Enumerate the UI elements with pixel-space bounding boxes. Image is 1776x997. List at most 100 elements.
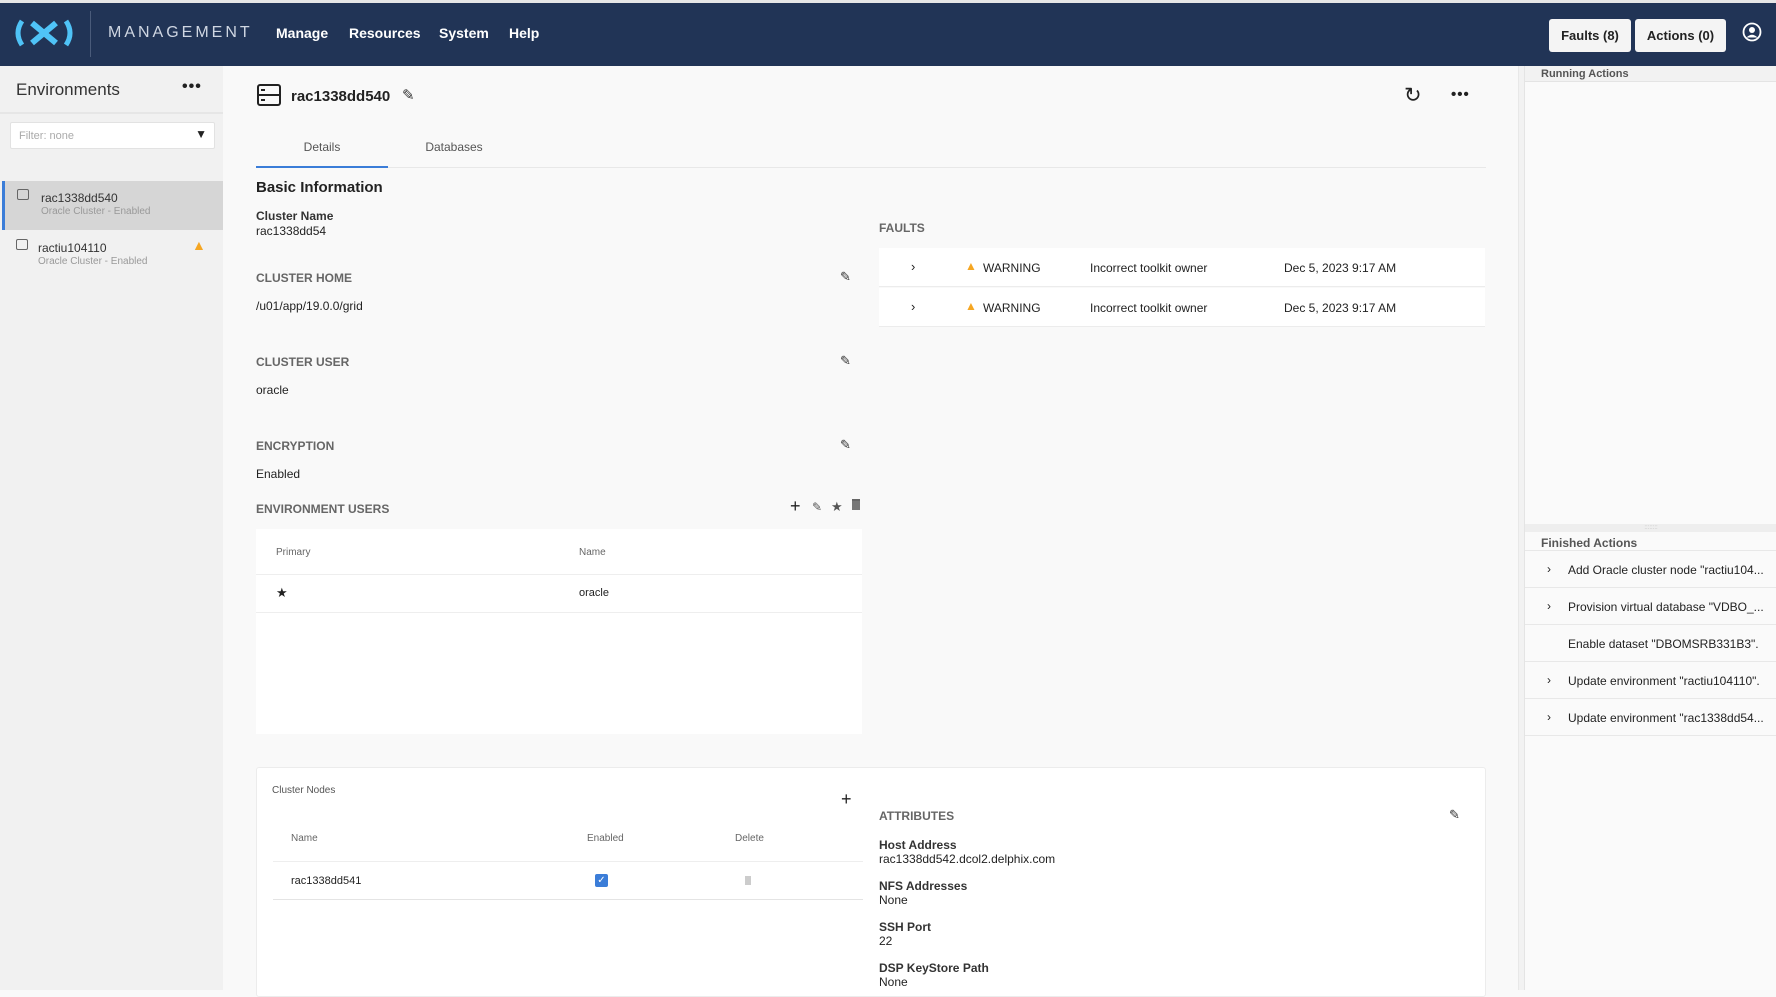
sidebar-more-icon[interactable]: ••• <box>182 78 202 95</box>
nav-help[interactable]: Help <box>509 25 540 41</box>
edit-cluster-user-icon[interactable]: ✎ <box>840 353 851 368</box>
action-text: Provision virtual database "VDBO_... <box>1568 600 1764 614</box>
finished-action-item[interactable]: › Provision virtual database "VDBO_... <box>1525 588 1776 625</box>
finished-actions-label: Finished Actions <box>1541 536 1638 550</box>
host-address-value: rac1338dd542.dcol2.delphix.com <box>879 852 1056 866</box>
node-name: rac1338dd541 <box>291 875 362 887</box>
fault-row[interactable]: › ▲ WARNING Incorrect toolkit owner Dec … <box>879 288 1485 327</box>
expand-chevron-icon[interactable]: › <box>911 299 916 314</box>
add-node-icon[interactable]: + <box>841 789 852 809</box>
finished-action-item[interactable]: › Add Oracle cluster node "ractiu104... <box>1525 551 1776 588</box>
actions-button[interactable]: Actions (0) <box>1635 19 1726 52</box>
nfs-addresses-label: NFS Addresses <box>879 879 968 893</box>
column-header-enabled: Enabled <box>587 833 624 844</box>
ssh-port-label: SSH Port <box>879 920 932 934</box>
enabled-checkbox[interactable]: ✓ <box>595 874 608 887</box>
tab-databases[interactable]: Databases <box>425 140 483 154</box>
set-primary-icon[interactable]: ★ <box>831 499 843 514</box>
tab-details[interactable]: Details <box>303 140 341 154</box>
sidebar-title: Environments <box>16 80 120 99</box>
delphix-logo[interactable] <box>12 15 76 51</box>
resize-handle[interactable]: :::::::: <box>1525 524 1776 532</box>
sidebar-item-ractiu104110[interactable]: ractiu104110 Oracle Cluster - Enabled ▲ <box>2 231 223 280</box>
table-row[interactable]: rac1338dd541 ✓ <box>273 861 863 900</box>
dsp-keystore-label: DSP KeyStore Path <box>879 961 989 975</box>
warning-icon: ▲ <box>192 237 206 253</box>
column-header-name: Name <box>579 547 606 558</box>
expand-chevron-icon[interactable]: › <box>1547 599 1551 613</box>
expand-chevron-icon[interactable]: › <box>1547 710 1551 724</box>
env-name: rac1338dd540 <box>41 191 118 205</box>
top-nav-bar: MANAGEMENT Manage Resources System Help … <box>0 0 1776 66</box>
active-tab-indicator <box>256 166 388 168</box>
faults-button[interactable]: Faults (8) <box>1549 19 1631 52</box>
host-address-label: Host Address <box>879 838 957 852</box>
finished-action-item[interactable]: Enable dataset "DBOMSRB331B3". <box>1525 625 1776 662</box>
encryption-label: ENCRYPTION <box>256 439 335 453</box>
brand-title: MANAGEMENT <box>108 24 253 41</box>
cluster-user-label: CLUSTER USER <box>256 355 350 369</box>
more-options-icon[interactable]: ••• <box>1451 86 1470 103</box>
cluster-name-value: rac1338dd54 <box>256 224 327 238</box>
edit-user-icon[interactable]: ✎ <box>812 500 823 514</box>
edit-attributes-icon[interactable]: ✎ <box>1449 807 1460 822</box>
delete-user-icon[interactable] <box>852 499 860 510</box>
nav-manage[interactable]: Manage <box>276 25 329 41</box>
nav-system[interactable]: System <box>439 25 489 41</box>
expand-chevron-icon[interactable]: › <box>1547 562 1551 576</box>
refresh-icon[interactable]: ↻ <box>1404 84 1422 107</box>
page-title: rac1338dd540 <box>291 88 391 105</box>
user-account-icon[interactable] <box>1742 22 1762 42</box>
cluster-home-label: CLUSTER HOME <box>256 271 352 285</box>
panel-divider[interactable] <box>1518 66 1524 990</box>
finished-action-item[interactable]: › Update environment "rac1338dd54... <box>1525 699 1776 736</box>
edit-cluster-home-icon[interactable]: ✎ <box>840 269 851 284</box>
table-row[interactable]: ★ oracle <box>256 575 862 613</box>
warning-icon: ▲ <box>965 259 977 273</box>
environment-users-label: ENVIRONMENT USERS <box>256 502 390 516</box>
actions-panel: Running Actions :::::::: Finished Action… <box>1524 66 1776 990</box>
attributes-label: ATTRIBUTES <box>879 809 955 823</box>
edit-title-icon[interactable]: ✎ <box>402 87 415 104</box>
expand-chevron-icon[interactable]: › <box>911 259 916 274</box>
fault-severity: WARNING <box>983 301 1041 315</box>
cluster-nodes-card: Cluster Nodes + Name Enabled Delete rac1… <box>256 767 1486 997</box>
server-icon <box>257 84 281 106</box>
cluster-nodes-label: Cluster Nodes <box>272 785 336 796</box>
finished-action-item[interactable]: › Update environment "ractiu104110". <box>1525 662 1776 699</box>
environments-sidebar: Environments ••• Filter: none ▼ rac1338d… <box>0 66 223 990</box>
fault-message: Incorrect toolkit owner <box>1090 301 1208 315</box>
add-user-icon[interactable]: + <box>790 496 801 516</box>
filter-icon[interactable]: ▼ <box>195 127 207 141</box>
filter-input[interactable]: Filter: none ▼ <box>10 122 215 149</box>
sidebar-item-rac1338dd540[interactable]: rac1338dd540 Oracle Cluster - Enabled <box>2 181 223 230</box>
cluster-user-value: oracle <box>256 383 289 397</box>
expand-chevron-icon[interactable]: › <box>1547 673 1551 687</box>
tab-divider <box>256 167 1486 168</box>
cluster-home-value: /u01/app/19.0.0/grid <box>256 299 363 313</box>
column-header-name: Name <box>291 833 318 844</box>
nav-resources[interactable]: Resources <box>349 25 421 41</box>
delete-node-icon[interactable] <box>745 876 751 885</box>
running-actions-label: Running Actions <box>1541 68 1629 80</box>
edit-encryption-icon[interactable]: ✎ <box>840 437 851 452</box>
encryption-value: Enabled <box>256 467 301 481</box>
divider <box>256 574 862 575</box>
primary-star-icon: ★ <box>276 585 288 600</box>
user-name: oracle <box>579 587 609 599</box>
action-text: Enable dataset "DBOMSRB331B3". <box>1568 637 1759 651</box>
action-text: Add Oracle cluster node "ractiu104... <box>1568 563 1764 577</box>
fault-date: Dec 5, 2023 9:17 AM <box>1284 301 1397 315</box>
dsp-keystore-value: None <box>879 975 908 989</box>
finished-actions-header: Finished Actions <box>1525 532 1776 551</box>
running-actions-header: Running Actions <box>1525 66 1776 82</box>
warning-icon: ▲ <box>965 299 977 313</box>
divider <box>0 112 223 114</box>
filter-placeholder: Filter: none <box>19 130 75 142</box>
cluster-name-label: Cluster Name <box>256 209 334 223</box>
column-header-primary: Primary <box>276 547 311 558</box>
action-text: Update environment "rac1338dd54... <box>1568 711 1764 725</box>
server-icon <box>16 239 28 250</box>
fault-row[interactable]: › ▲ WARNING Incorrect toolkit owner Dec … <box>879 248 1485 287</box>
server-icon <box>17 189 29 200</box>
